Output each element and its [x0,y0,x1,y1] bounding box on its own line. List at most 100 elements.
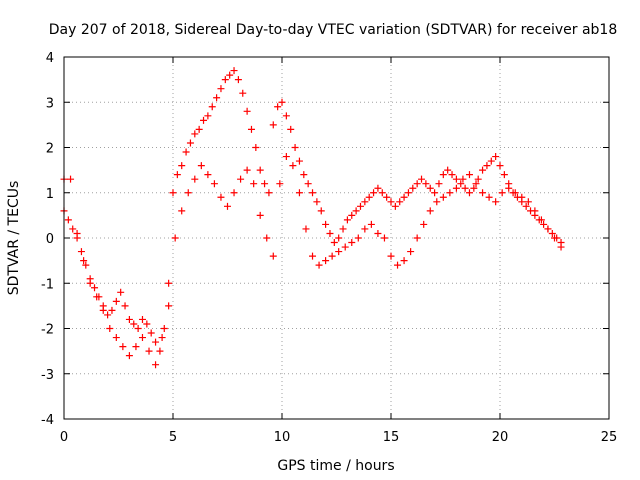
y-tick-label: -3 [41,368,54,383]
data-point [407,248,415,256]
x-axis-label: GPS time / hours [277,458,394,474]
data-point [461,184,469,192]
data-point [465,189,473,197]
data-point [378,189,386,197]
data-point [309,252,317,260]
plot-frame [63,56,610,420]
data-point [387,198,395,206]
data-point [479,166,487,174]
data-point [256,166,264,174]
data-point [239,89,247,97]
data-point [252,144,260,151]
data-point [160,325,168,332]
data-point [108,306,116,314]
data-point [540,220,548,228]
x-tick-label: 0 [60,430,68,445]
data-point [278,98,286,106]
data-point [439,193,447,201]
data-point [387,252,395,260]
data-point [121,302,129,310]
data-point [138,334,146,342]
data-point [551,234,558,242]
data-point [452,184,460,192]
data-point [295,157,303,165]
data-point [524,198,532,206]
data-point [145,347,153,355]
y-axis-label: SDTVAR / TECUs [6,181,22,296]
x-tick-label: 15 [383,430,400,445]
data-point [472,180,480,188]
data-point [557,243,565,251]
data-point [230,189,238,197]
data-point [93,293,101,301]
data-point [322,257,330,265]
data-point [291,144,299,151]
data-point [367,220,375,228]
data-point [374,229,382,237]
data-point [448,171,456,179]
data-point [309,189,317,197]
data-point [343,216,351,224]
data-point [282,153,290,161]
data-point [380,234,388,242]
data-point [394,261,402,269]
data-point [302,225,310,233]
data-point [426,184,434,192]
data-point [147,329,155,337]
chart-title: Day 207 of 2018, Sidereal Day-to-day VTE… [49,22,618,38]
data-point [195,125,203,133]
data-point [418,175,426,183]
data-point [470,184,478,192]
data-point [492,153,500,161]
data-point [426,207,434,215]
data-point [339,225,347,233]
data-point [361,198,369,206]
y-tick-labels: -4 -3 -2 -1 0 1 2 3 4 [41,51,54,428]
data-point [221,76,229,84]
data-point [226,71,234,79]
data-point [130,320,138,328]
data-point [396,198,404,206]
data-point [210,180,218,188]
y-tick-label: 2 [46,142,54,157]
data-point [208,103,216,111]
data-point [315,261,323,269]
data-point [204,171,212,179]
data-point [446,189,454,197]
data-point [374,184,382,192]
data-point [276,180,284,188]
data-point [548,229,556,237]
data-point [496,162,504,170]
x-tick-label: 25 [601,430,618,445]
data-point [230,67,238,75]
data-point [165,302,173,310]
data-point [197,162,205,170]
data-point [184,189,192,197]
data-point [265,189,273,197]
x-tick-label: 5 [169,430,177,445]
x-tick-labels: 0 5 10 15 20 25 [60,430,617,445]
data-point [505,184,513,192]
data-point [295,189,303,197]
data-point [217,193,225,201]
data-point [106,325,114,332]
data-point [361,225,369,233]
data-point [330,239,338,247]
y-tick-label: -2 [41,323,54,338]
data-point [413,234,421,242]
data-point [282,112,290,120]
data-point [156,347,164,355]
data-point [234,76,242,84]
data-point [459,175,467,183]
data-point [200,116,208,124]
data-point [487,157,495,165]
data-point [479,189,487,197]
data-point [498,189,506,197]
x-tick-label: 10 [274,430,291,445]
data-point [69,225,77,233]
data-point [261,180,269,188]
data-point [400,193,408,201]
data-point [125,352,133,360]
data-point [304,180,312,188]
